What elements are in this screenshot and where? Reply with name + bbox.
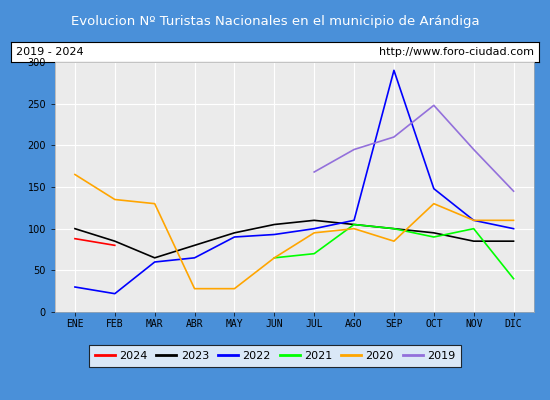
Text: Evolucion Nº Turistas Nacionales en el municipio de Arándiga: Evolucion Nº Turistas Nacionales en el m… <box>71 14 479 28</box>
Text: 2019 - 2024: 2019 - 2024 <box>16 47 84 57</box>
Text: http://www.foro-ciudad.com: http://www.foro-ciudad.com <box>379 47 534 57</box>
Legend: 2024, 2023, 2022, 2021, 2020, 2019: 2024, 2023, 2022, 2021, 2020, 2019 <box>89 346 461 366</box>
